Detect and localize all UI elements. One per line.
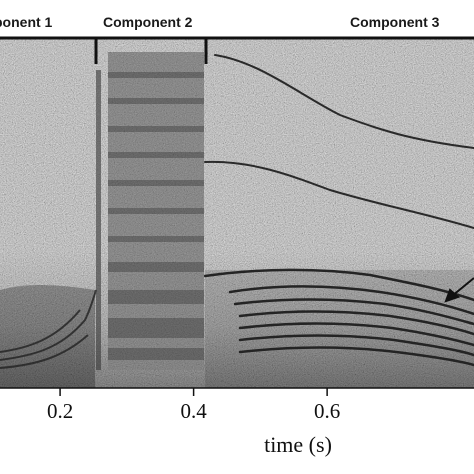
- harmonic-trace: [203, 268, 474, 302]
- component-3-label: Component 3: [350, 14, 440, 30]
- component-bracket: [0, 36, 474, 64]
- component-2-label: Component 2: [103, 14, 193, 30]
- harmonic-trace: [233, 298, 474, 326]
- component-3-traces: [203, 54, 474, 367]
- component-1-traces: [0, 289, 97, 369]
- component-2-broadband-block: [108, 52, 204, 370]
- annotation-arrow: [444, 277, 474, 303]
- spectrogram-area: [0, 38, 474, 388]
- harmonic-trace: [238, 310, 474, 336]
- harmonic-trace: [204, 160, 474, 229]
- x-tick-label: 0.6: [314, 399, 340, 423]
- x-axis: 0.2 0.4 0.6 time (s): [0, 387, 474, 474]
- onset-stripe: [96, 70, 101, 370]
- component-1-label: ponent 1: [0, 14, 53, 30]
- x-tick-label: 0.2: [47, 399, 73, 423]
- harmonic-trace: [238, 334, 474, 357]
- harmonic-trace: [238, 322, 474, 347]
- header-band: [0, 0, 474, 36]
- harmonic-trace: [214, 54, 474, 149]
- component-3-energy: [205, 270, 474, 388]
- x-axis-ticks: 0.2 0.4 0.6: [47, 388, 340, 423]
- x-axis-title: time (s): [264, 432, 332, 457]
- harmonic-trace: [228, 285, 474, 316]
- x-tick-label: 0.4: [180, 399, 207, 423]
- component-2-harmonic-bands: [108, 72, 204, 360]
- harmonic-trace: [238, 346, 474, 367]
